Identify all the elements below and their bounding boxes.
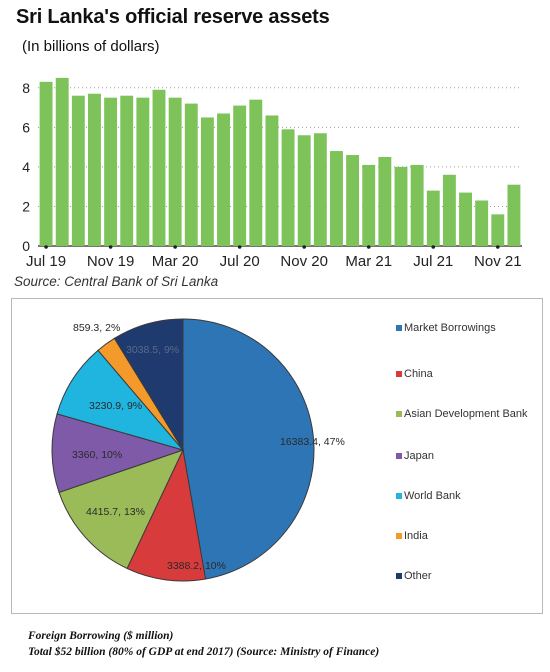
pie-label-other: 3038.5, 9% [126, 344, 179, 356]
pie-chart-panel: 16383.4, 47% 3388.2, 10% 4415.7, 13% 3360, … [11, 298, 543, 614]
legend-swatch [396, 573, 402, 579]
bar-aug-20 [249, 99, 263, 246]
pie-slice-china [126, 448, 207, 582]
x-tick-label: Nov 19 [87, 253, 135, 270]
pie-slice-world-bank [56, 349, 185, 451]
bar-apr-20 [184, 103, 198, 246]
y-tick-label: 4 [22, 159, 30, 175]
bar-jul-21 [426, 190, 440, 246]
bar-jul-19 [39, 81, 53, 246]
bar-apr-21 [378, 157, 392, 246]
pie-label-japan: 3360, 10% [72, 449, 122, 461]
y-tick-label: 6 [22, 119, 30, 135]
bar-jun-20 [217, 113, 230, 246]
legend-label: China [404, 368, 433, 380]
pie-label-asian-development-bank: 4415.7, 13% [86, 506, 145, 518]
bar-sep-21 [459, 192, 472, 246]
bar-jul-20 [233, 105, 247, 246]
chart-subtitle: (In billions of dollars) [22, 38, 160, 55]
legend-label: Market Borrowings [404, 322, 496, 334]
bar-mar-21 [362, 164, 376, 246]
pie-label-china: 3388.2, 10% [167, 560, 226, 572]
x-tick-mark [44, 245, 48, 249]
x-tick-label: Jul 19 [26, 253, 66, 270]
x-tick-mark [431, 245, 436, 249]
legend-swatch [396, 411, 402, 417]
bar-chart-source: Source: Central Bank of Sri Lanka [14, 274, 219, 289]
x-tick-mark [237, 245, 242, 249]
legend-swatch [396, 371, 402, 377]
x-tick-label: Jul 20 [220, 253, 260, 270]
bar-nov-20 [297, 135, 311, 246]
bar-dec-19 [120, 95, 134, 246]
x-tick-mark [302, 245, 307, 249]
pie-label-world-bank: 3230.9, 9% [89, 400, 142, 412]
bar-jan-20 [136, 97, 150, 246]
bar-chart: 0 2 4 6 8 Jul 19 Nov 19 Mar 20 Jul 20 Nov 20 Mar 2… [22, 77, 522, 270]
bar-may-21 [394, 166, 408, 246]
pie-label-market-borrowings: 16383.4, 47% [280, 436, 345, 448]
x-tick-label: Mar 21 [345, 253, 392, 270]
chart-title: Sri Lanka's official reserve assets [16, 6, 330, 28]
pie-slice-japan [51, 413, 185, 494]
x-tick-mark [496, 245, 500, 249]
x-tick-label: Nov 21 [474, 253, 522, 270]
legend-swatch [396, 533, 402, 539]
x-tick-label: Nov 20 [280, 253, 328, 270]
bar-aug-21 [442, 174, 456, 246]
x-tick-mark [366, 245, 371, 249]
bar-sep-19 [71, 95, 85, 246]
bar-sep-20 [265, 115, 279, 246]
bar-feb-20 [152, 89, 166, 246]
x-tick-mark [108, 245, 113, 249]
bar-oct-21 [475, 200, 489, 246]
bar-aug-19 [55, 77, 69, 246]
bar-jun-21 [410, 164, 424, 246]
pie-slice-market-borrowings [182, 318, 315, 580]
bar-oct-20 [281, 129, 295, 246]
legend-label: Japan [404, 450, 434, 462]
y-tick-label: 2 [22, 198, 30, 214]
x-tick-label: Mar 20 [152, 253, 199, 270]
footer-caption: Foreign Borrowing ($ million) [28, 630, 174, 642]
bar-feb-21 [346, 155, 360, 246]
y-tick-label: 8 [22, 80, 30, 96]
bar-jan-21 [330, 151, 343, 246]
pie-slice-asian-development-bank [58, 449, 184, 570]
y-tick-label: 0 [22, 238, 30, 254]
bar-dec-21 [507, 184, 521, 246]
legend-swatch [396, 453, 402, 459]
legend-swatch [396, 493, 402, 499]
bar-mar-20 [168, 97, 182, 246]
x-tick-label: Jul 21 [413, 253, 453, 270]
pie-label-india: 859.3, 2% [73, 322, 120, 334]
x-tick-mark [173, 245, 177, 249]
legend-label: Other [404, 570, 432, 582]
bar-dec-20 [313, 133, 327, 246]
legend-label: India [404, 530, 428, 542]
bar-may-20 [200, 117, 214, 246]
bar-nov-21 [491, 214, 505, 246]
legend-label: World Bank [404, 490, 461, 502]
pie-chart: 16383.4, 47% 3388.2, 10% 4415.7, 13% 3360, … [51, 318, 345, 582]
footer-note: Total $52 billion (80% of GDP at end 201… [28, 646, 380, 658]
legend-label: Asian Development Bank [404, 408, 528, 420]
bar-nov-19 [104, 97, 118, 246]
bar-oct-19 [88, 93, 101, 246]
pie-slice-other [113, 318, 184, 452]
legend-swatch [396, 325, 402, 331]
